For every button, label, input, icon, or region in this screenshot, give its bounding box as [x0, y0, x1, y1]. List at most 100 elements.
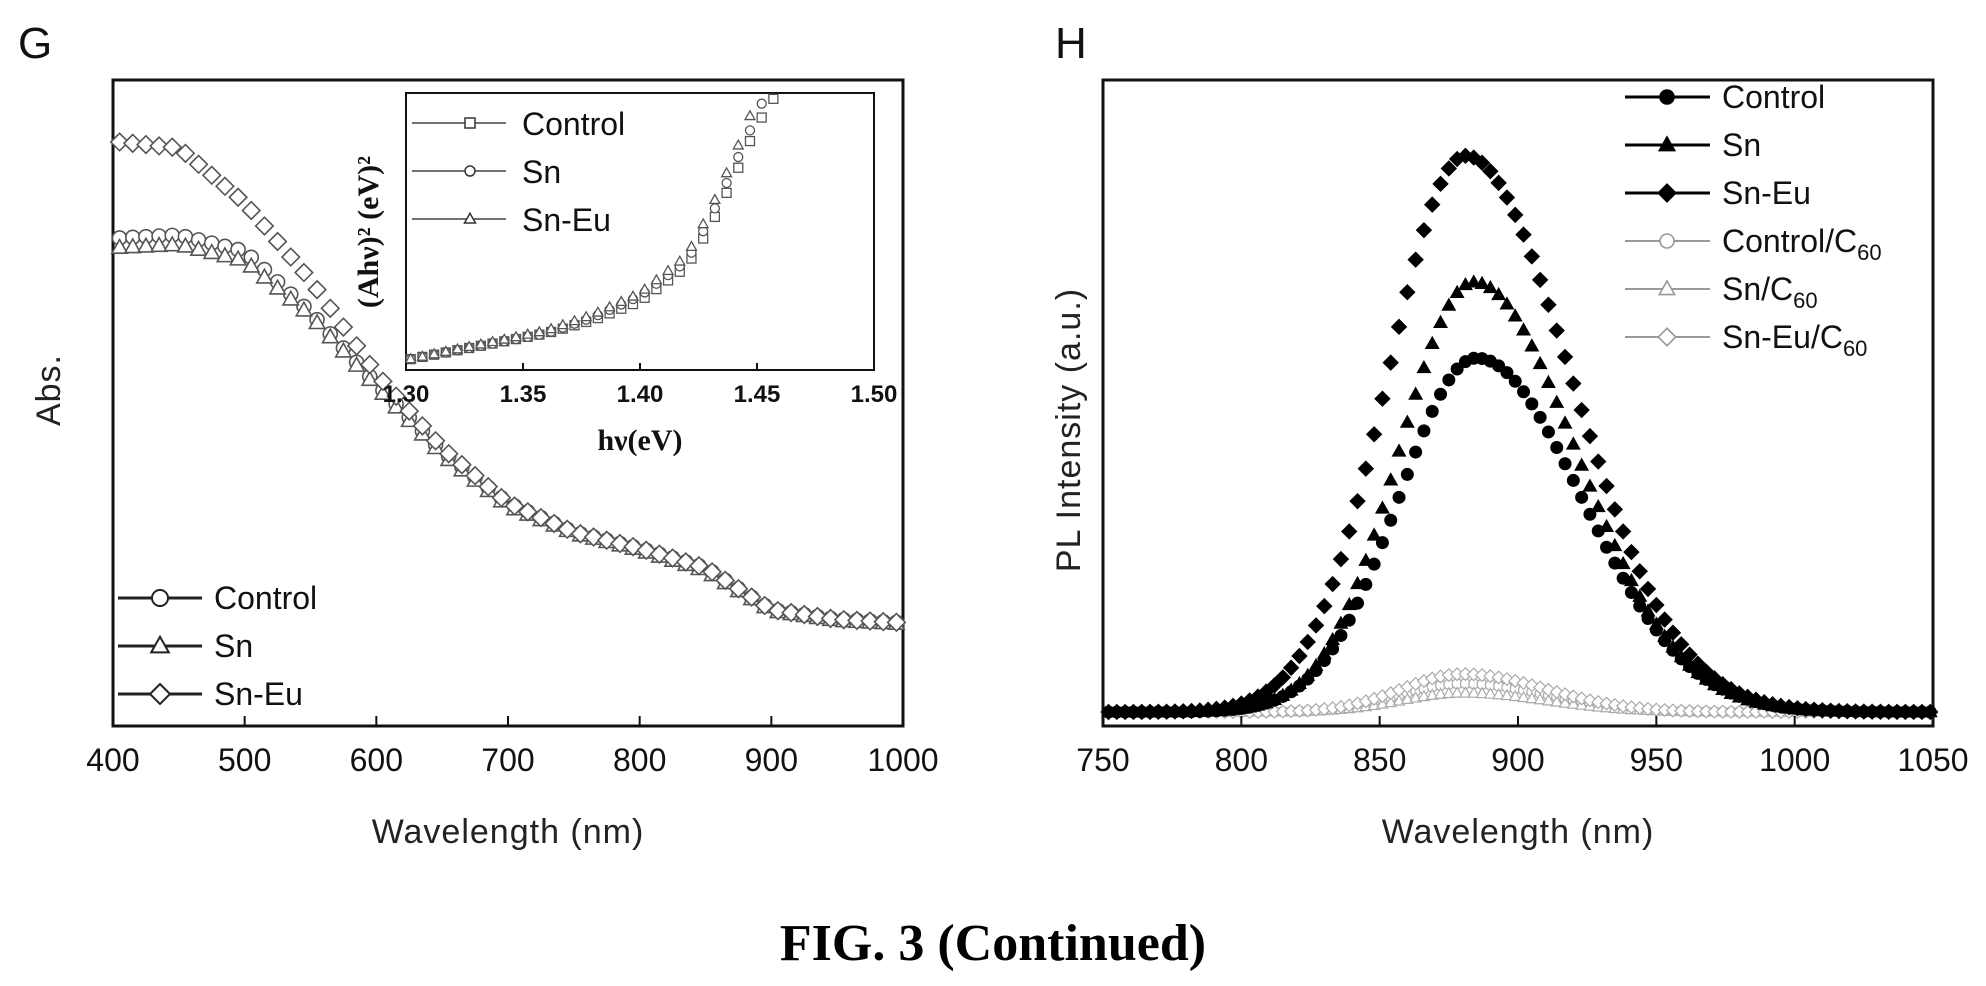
data-point [1334, 628, 1348, 642]
data-point [794, 604, 815, 625]
data-point [833, 609, 854, 630]
inset-x-ticks: 1.30 1.35 1.40 1.45 1.50 [383, 363, 897, 408]
data-point [721, 187, 732, 199]
legend-label: Control [1722, 79, 1825, 115]
data-point [886, 612, 907, 633]
data-point [334, 341, 353, 358]
legend-marker [1657, 135, 1677, 152]
data-point [280, 247, 301, 267]
data-point [1673, 636, 1690, 653]
data-point [486, 335, 499, 347]
x-tick-label: 800 [1215, 742, 1268, 778]
data-point [662, 264, 675, 276]
x-tick-label: 1000 [867, 742, 938, 778]
data-point [1384, 513, 1398, 527]
data-point [1307, 617, 1325, 634]
panel-g-legend: Control Sn Sn-Eu [118, 580, 317, 712]
data-point [544, 513, 564, 534]
data-point [425, 430, 446, 451]
data-point [1517, 385, 1531, 399]
panel-h-x-axis-title: Wavelength (nm) [1382, 813, 1655, 851]
legend-marker [149, 634, 171, 654]
data-point [1424, 335, 1440, 349]
data-point [1316, 597, 1333, 615]
x-tick-label: 500 [218, 742, 271, 778]
data-point [150, 236, 169, 253]
data-point [1582, 478, 1598, 492]
data-point [847, 610, 867, 631]
data-point [1575, 490, 1589, 504]
data-point [1374, 390, 1391, 407]
data-point [610, 533, 630, 554]
data-point [175, 143, 196, 164]
data-point [136, 236, 155, 253]
data-point [1922, 703, 1939, 721]
x-tick-label: 1.40 [617, 381, 664, 408]
data-point [1533, 410, 1547, 424]
data-point [1424, 196, 1441, 213]
data-point [1291, 647, 1308, 665]
data-point [615, 295, 628, 307]
legend-label: Sn-Eu/C60 [1722, 319, 1867, 361]
data-point [1565, 375, 1582, 392]
data-point [1624, 586, 1638, 600]
data-point [1500, 366, 1514, 380]
series-sn-eu [1100, 147, 1939, 721]
data-point [1283, 682, 1299, 696]
data-point [491, 487, 512, 508]
data-point [307, 279, 327, 300]
data-point [1483, 687, 1497, 699]
data-point [807, 606, 828, 627]
panel-label-h: H [1055, 19, 1087, 68]
legend-marker [1657, 279, 1677, 296]
data-point [1432, 175, 1449, 193]
legend-item-control: Control [1625, 79, 1825, 115]
data-point [1442, 686, 1456, 699]
data-point [1541, 693, 1555, 706]
data-point [176, 236, 195, 253]
data-point [860, 611, 880, 631]
data-point [1282, 659, 1300, 676]
data-point [1632, 588, 1648, 602]
data-point [1599, 518, 1614, 533]
data-point [1573, 401, 1590, 419]
data-point [1467, 686, 1481, 698]
data-point [215, 246, 234, 263]
data-point [360, 370, 379, 387]
x-tick-label: 850 [1353, 742, 1406, 778]
panel-label-g: G [18, 19, 52, 68]
inset-plot-area [404, 93, 779, 365]
data-point [1341, 596, 1357, 611]
inset-legend-item-sn: Sn [412, 154, 561, 190]
data-point [1508, 374, 1522, 388]
data-point [1475, 686, 1489, 699]
data-point [1474, 275, 1490, 289]
data-point [720, 166, 733, 178]
data-point [721, 177, 732, 189]
data-point [1524, 338, 1540, 352]
data-point [321, 327, 340, 344]
data-point [1407, 251, 1424, 268]
data-point [1507, 308, 1523, 322]
data-point [1508, 689, 1522, 702]
data-point [504, 496, 525, 516]
data-point [820, 608, 841, 629]
data-point [638, 283, 651, 294]
data-point [122, 133, 143, 154]
data-point [404, 352, 417, 364]
data-point [1492, 687, 1506, 700]
data-point [1300, 667, 1316, 681]
x-tick-label: 800 [613, 742, 666, 778]
data-point [743, 109, 757, 121]
data-point [1490, 174, 1507, 192]
legend-marker [1659, 233, 1675, 249]
data-point [255, 267, 274, 284]
inset-legend-item-control: Control [412, 106, 625, 142]
panel-h-y-axis-title: PL Intensity (a.u.) [1050, 288, 1088, 572]
panel-g-y-axis-title: Abs. [30, 354, 68, 426]
data-point [189, 239, 208, 256]
data-point [741, 587, 762, 608]
data-point [1541, 425, 1555, 439]
data-point [188, 154, 209, 175]
data-point [702, 562, 722, 582]
